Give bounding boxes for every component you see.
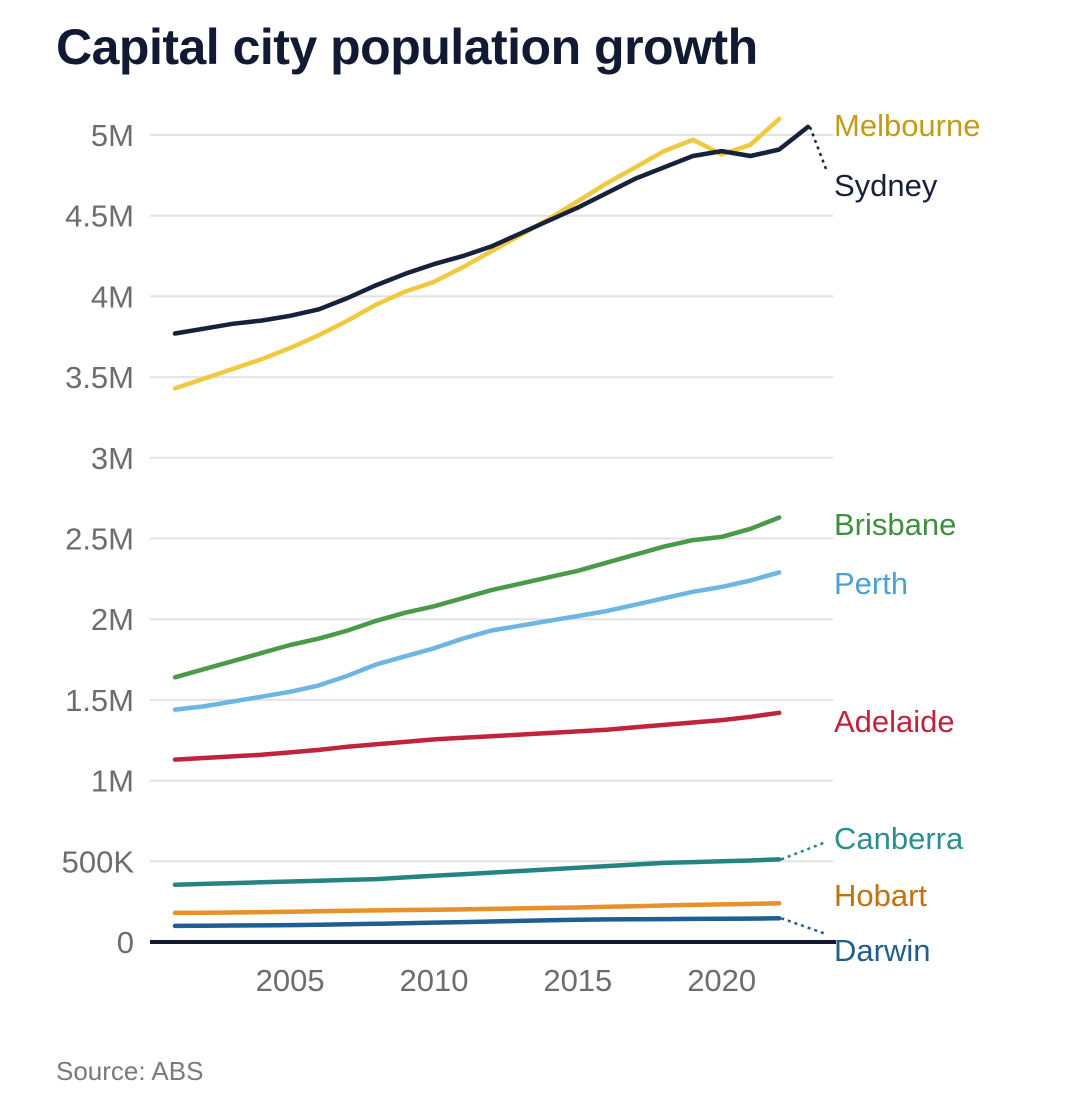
series-lines (172, 116, 811, 929)
source-note: Source: ABS (56, 1056, 204, 1086)
series-label-darwin: Darwin (834, 933, 930, 968)
series-label-perth: Perth (834, 566, 908, 601)
y-tick-label: 4.5M (65, 199, 134, 234)
series-line-hobart (172, 901, 782, 916)
series-line-perth (172, 570, 782, 712)
y-axis-tick-labels: 0 500K 1M 1.5M 2M 2.5M 3M 3.5M 4M 4.5M 5M (62, 118, 135, 960)
x-tick-label: 2015 (543, 963, 612, 998)
x-tick-label: 2005 (256, 963, 325, 998)
series-line-sydney (172, 124, 811, 336)
connector-sydney (808, 126, 828, 170)
series-label-sydney: Sydney (834, 168, 938, 203)
series-line-brisbane (172, 515, 782, 680)
series-line-melbourne (172, 116, 782, 391)
series-label-hobart: Hobart (834, 878, 927, 913)
series-line-canberra (172, 857, 782, 887)
series-line-darwin (172, 916, 782, 929)
series-line-adelaide (172, 710, 782, 762)
y-tick-label: 1.5M (65, 683, 134, 718)
series-label-brisbane: Brisbane (834, 507, 956, 542)
connector-canberra (780, 840, 827, 861)
y-tick-label: 5M (91, 118, 134, 153)
chart-title: Capital city population growth (56, 19, 758, 75)
y-tick-label: 0 (117, 925, 134, 960)
series-label-adelaide: Adelaide (834, 704, 955, 739)
x-tick-label: 2010 (399, 963, 468, 998)
connector-darwin (780, 917, 827, 936)
series-label-melbourne: Melbourne (834, 108, 980, 143)
y-tick-label: 2M (91, 602, 134, 637)
grid-lines (150, 134, 833, 863)
y-tick-label: 3M (91, 441, 134, 476)
label-connectors (780, 126, 828, 936)
series-label-canberra: Canberra (834, 821, 964, 856)
y-tick-label: 1M (91, 764, 134, 799)
series-labels: Melbourne Sydney Brisbane Perth Adelaide Canb… (834, 108, 980, 968)
x-tick-label: 2020 (687, 963, 756, 998)
y-tick-label: 500K (62, 844, 135, 879)
x-axis-tick-labels: 2005 2010 2015 2020 (256, 963, 757, 998)
y-tick-label: 3.5M (65, 360, 134, 395)
y-tick-label: 2.5M (65, 522, 134, 557)
y-tick-label: 4M (91, 279, 134, 314)
